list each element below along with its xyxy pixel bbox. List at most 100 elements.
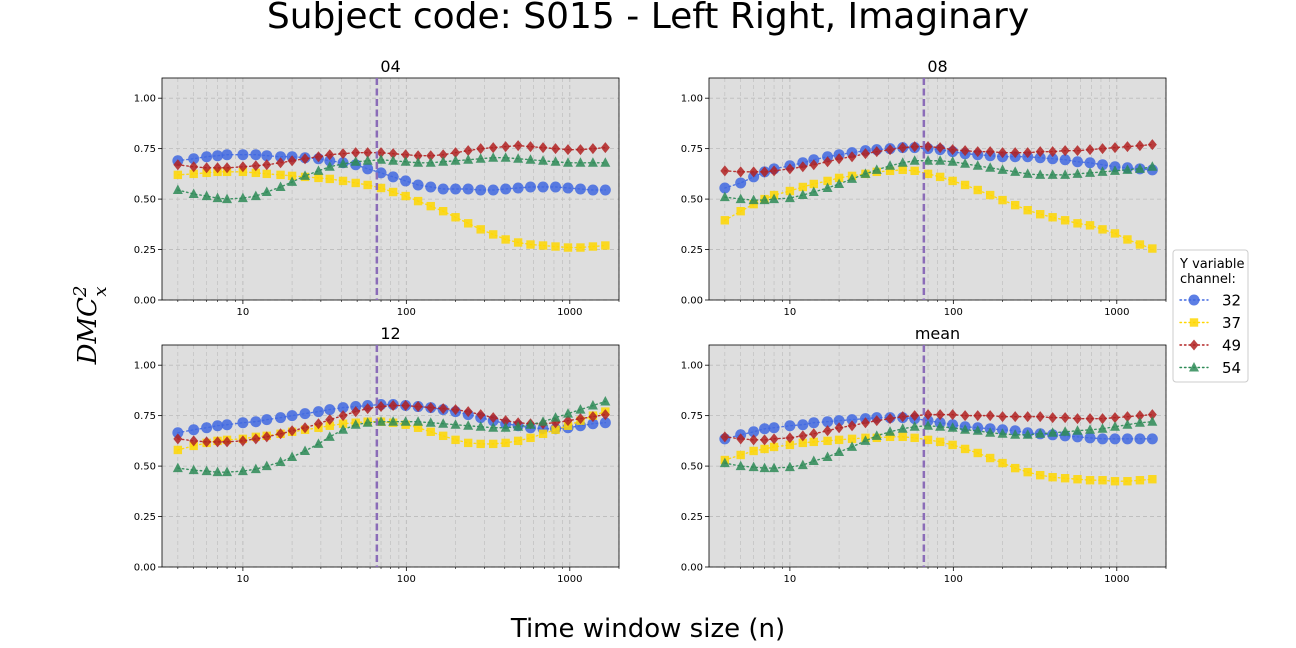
- data-point: [1098, 413, 1108, 425]
- data-point: [1047, 153, 1059, 165]
- data-point: [351, 178, 360, 188]
- y-tick-label: 0.25: [134, 512, 156, 523]
- data-point: [526, 240, 535, 249]
- data-point: [538, 241, 548, 250]
- data-point: [834, 435, 844, 445]
- legend-entries: 32 37 49 54: [1179, 292, 1241, 377]
- data-point: [463, 438, 473, 448]
- data-point: [972, 160, 983, 170]
- x-tick-label: 100: [944, 574, 963, 585]
- data-point: [960, 424, 971, 434]
- data-point: [948, 440, 957, 450]
- data-point: [350, 419, 361, 429]
- series-49: [173, 140, 610, 174]
- data-point: [898, 165, 907, 175]
- data-point: [438, 149, 448, 161]
- data-point: [760, 166, 770, 178]
- data-point: [797, 459, 808, 470]
- data-point: [1085, 221, 1095, 230]
- data-point: [313, 418, 323, 430]
- data-point: [947, 422, 958, 432]
- y-axis-label: DMC2x: [70, 286, 111, 366]
- data-point: [985, 146, 995, 158]
- data-point: [749, 434, 759, 446]
- data-point: [1134, 433, 1146, 445]
- data-point: [1098, 476, 1107, 485]
- data-point: [947, 156, 958, 166]
- data-point: [313, 151, 323, 163]
- data-point: [463, 406, 473, 418]
- data-point: [576, 243, 585, 252]
- data-point: [212, 192, 223, 203]
- data-point: [325, 421, 334, 430]
- data-point: [998, 411, 1008, 423]
- data-point: [985, 410, 995, 422]
- data-point: [313, 165, 324, 175]
- y-tick-label: 0.50: [134, 195, 156, 206]
- data-point: [785, 163, 795, 175]
- data-point: [784, 192, 795, 203]
- y-tick-label: 0.25: [681, 245, 703, 256]
- data-point: [201, 190, 212, 201]
- data-point: [1123, 235, 1132, 244]
- data-point: [749, 199, 758, 209]
- data-point: [833, 415, 845, 427]
- data-point: [287, 155, 297, 167]
- data-point: [261, 414, 273, 426]
- data-point: [720, 431, 730, 443]
- data-point: [463, 154, 474, 164]
- data-point: [1072, 168, 1083, 178]
- data-point: [413, 150, 423, 162]
- data-point: [720, 216, 730, 225]
- data-point: [475, 421, 486, 431]
- data-point: [400, 156, 411, 166]
- data-point: [910, 410, 920, 422]
- data-point: [719, 182, 731, 194]
- data-point: [948, 409, 958, 421]
- data-point: [822, 182, 833, 192]
- data-point: [463, 145, 473, 157]
- data-point: [1097, 159, 1109, 171]
- data-point: [201, 465, 212, 476]
- data-point: [388, 155, 399, 165]
- data-point: [1072, 425, 1083, 435]
- data-point: [985, 427, 996, 437]
- data-point: [276, 428, 286, 440]
- data-point: [1098, 143, 1108, 155]
- data-point: [719, 191, 730, 202]
- legend-label: 54: [1222, 359, 1241, 377]
- data-point: [287, 451, 298, 462]
- data-point: [935, 437, 945, 447]
- data-point: [1023, 205, 1032, 215]
- data-point: [910, 141, 920, 153]
- legend-marker: [1189, 339, 1199, 351]
- data-point: [538, 416, 549, 426]
- x-tick-label: 10: [784, 307, 797, 318]
- data-point: [997, 428, 1008, 438]
- data-point: [808, 186, 819, 197]
- data-point: [525, 419, 536, 429]
- data-point: [1047, 427, 1058, 437]
- data-point: [736, 433, 746, 445]
- data-point: [823, 436, 832, 446]
- data-point: [489, 230, 498, 239]
- data-point: [769, 193, 780, 204]
- data-point: [935, 409, 945, 421]
- data-point: [287, 171, 297, 181]
- data-point: [172, 462, 183, 473]
- data-point: [785, 186, 795, 196]
- data-point: [1072, 156, 1084, 168]
- data-point: [475, 153, 486, 163]
- data-point: [262, 159, 272, 171]
- data-point: [413, 401, 423, 413]
- data-point: [973, 410, 983, 422]
- data-point: [1060, 474, 1070, 483]
- series-54: [172, 152, 611, 204]
- data-point: [998, 147, 1008, 159]
- data-point: [250, 190, 261, 201]
- data-point: [426, 427, 435, 436]
- data-point: [1085, 424, 1096, 434]
- data-point: [1085, 144, 1095, 156]
- data-point: [960, 410, 970, 422]
